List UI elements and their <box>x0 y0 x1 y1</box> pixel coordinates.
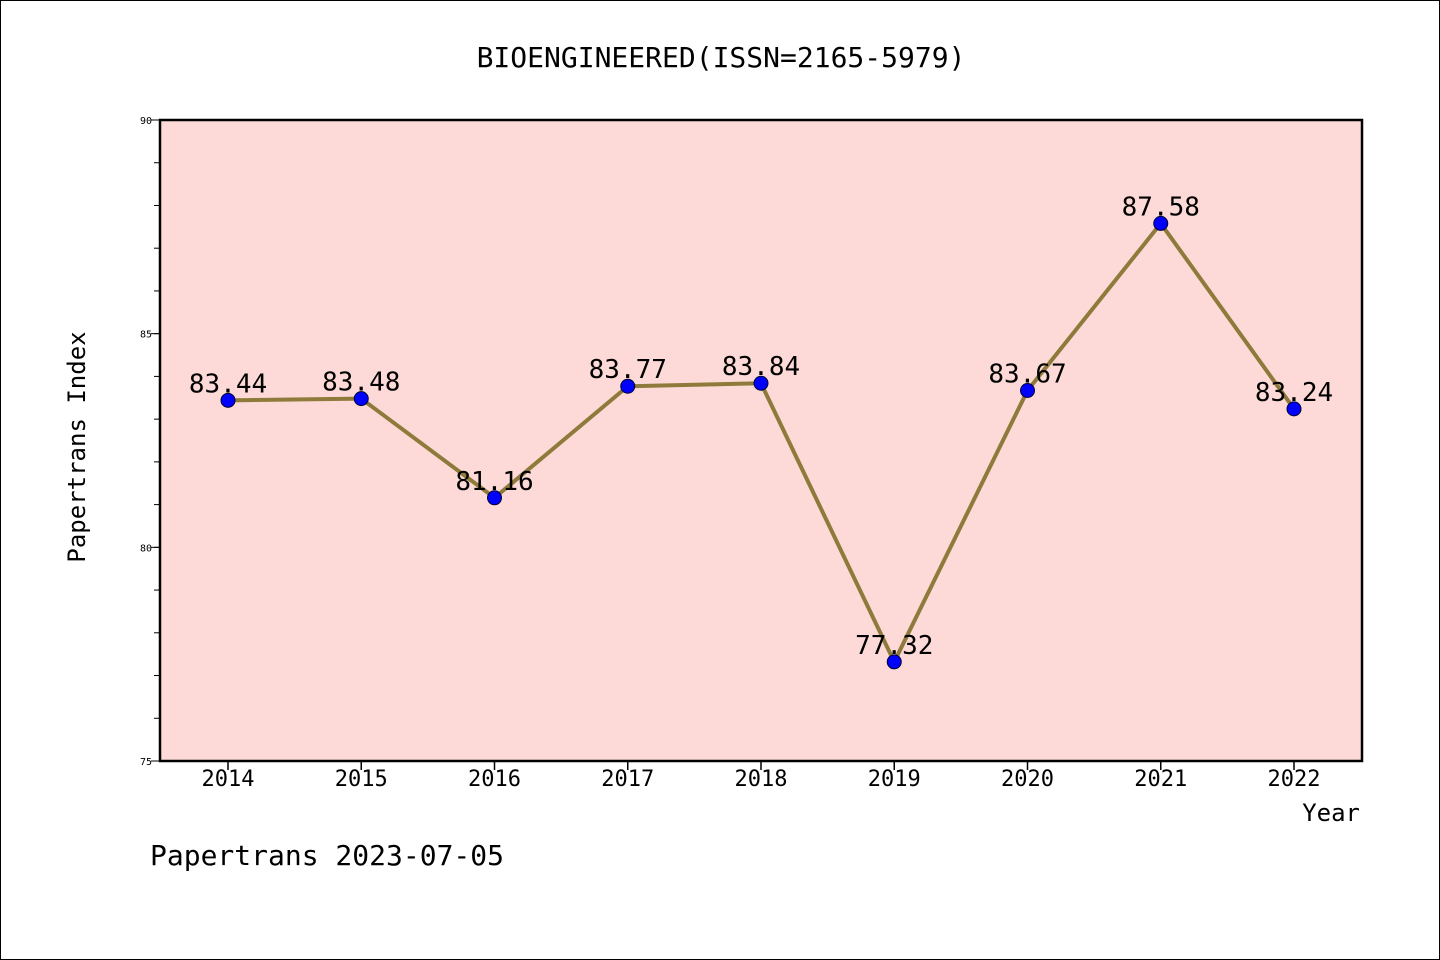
data-point <box>487 490 502 506</box>
x-tick-label: 2015 <box>335 767 388 792</box>
x-tick-label: 2014 <box>202 767 255 792</box>
data-point <box>220 392 236 408</box>
y-tick-label: 75 <box>140 757 152 768</box>
x-axis: 2014 2015 2016 2017 2018 2019 2020 2021 2022 <box>202 761 1321 792</box>
data-label: 83.48 <box>322 368 400 398</box>
data-point <box>753 375 769 391</box>
x-tick-label: 2018 <box>735 767 788 792</box>
data-point <box>886 654 902 670</box>
x-tick-label: 2021 <box>1134 767 1187 792</box>
chart-title: BIOENGINEERED(ISSN=2165-5979) <box>477 41 966 74</box>
data-label: 81.16 <box>455 467 533 497</box>
x-tick-label: 2020 <box>1001 767 1054 792</box>
series-layer: 83.44 83.48 81.16 83.77 83.84 77.32 83.67 87.58… <box>189 192 1333 670</box>
data-point <box>1286 401 1302 417</box>
x-tick-label: 2019 <box>868 767 921 792</box>
x-tick-label: 2022 <box>1268 767 1321 792</box>
data-point <box>1020 383 1035 399</box>
data-label: 87.58 <box>1122 192 1200 222</box>
data-point <box>353 391 369 407</box>
data-point <box>1153 215 1169 231</box>
data-label: 83.44 <box>189 369 267 399</box>
data-label: 83.24 <box>1255 378 1333 408</box>
x-axis-label: Year <box>1302 799 1360 827</box>
data-label: 83.67 <box>988 360 1066 390</box>
y-axis: 75 80 85 90 <box>140 116 160 768</box>
x-tick-label: 2017 <box>601 767 654 792</box>
y-tick-label: 80 <box>140 543 152 554</box>
footer-text: Papertrans 2023-07-05 <box>150 839 504 872</box>
x-tick-label: 2016 <box>468 767 521 792</box>
data-label: 83.84 <box>722 352 800 382</box>
data-point <box>620 378 636 394</box>
y-axis-label: Papertrans Index <box>63 331 91 562</box>
data-label: 83.77 <box>589 355 667 385</box>
y-tick-label: 90 <box>140 116 152 127</box>
data-label: 77.32 <box>855 631 933 661</box>
y-tick-label: 85 <box>140 330 152 341</box>
